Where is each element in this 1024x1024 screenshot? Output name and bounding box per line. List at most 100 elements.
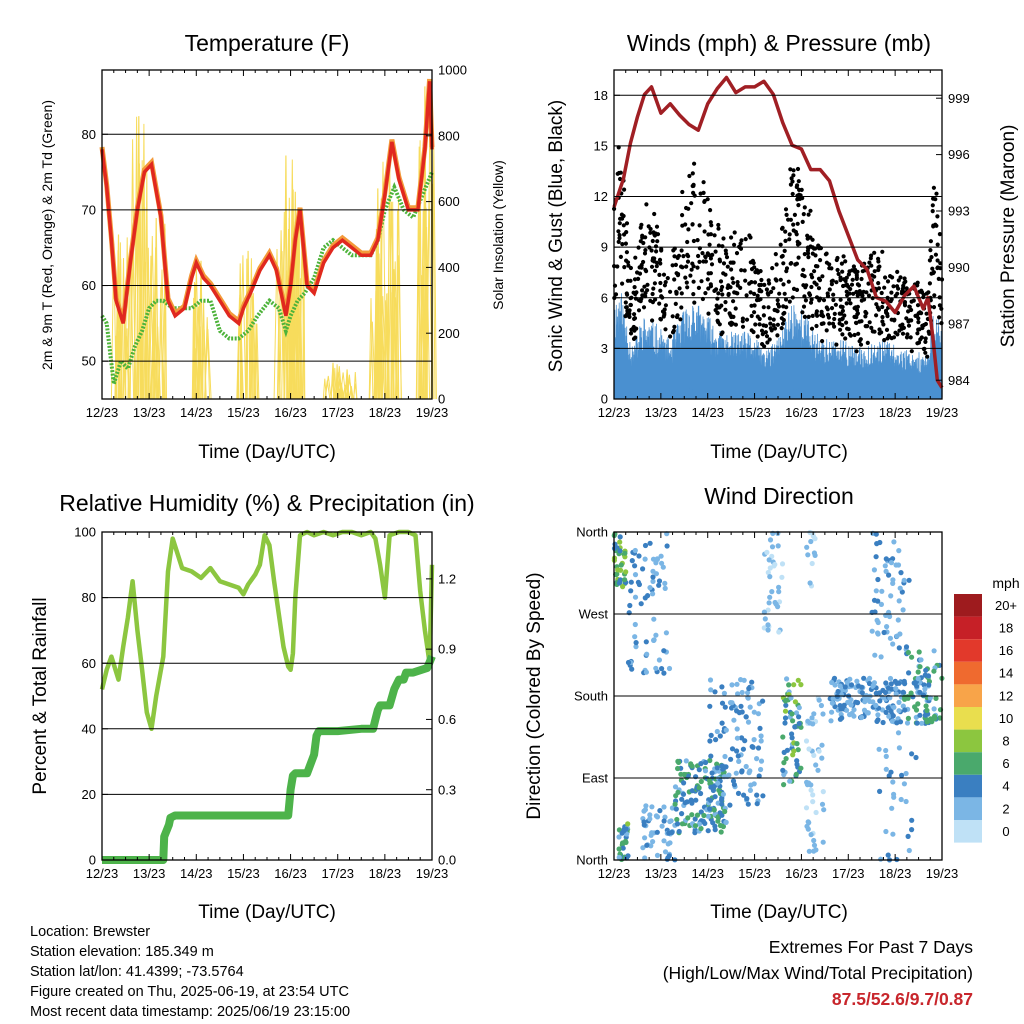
- direction-point: [793, 771, 799, 778]
- direction-point: [853, 699, 859, 705]
- direction-point: [883, 747, 889, 754]
- direction-point: [890, 831, 896, 837]
- y-tick-label: 15: [594, 138, 608, 153]
- y2-tick-label: 0.9: [438, 642, 456, 657]
- direction-point: [897, 631, 903, 637]
- direction-point: [902, 681, 908, 687]
- direction-point: [874, 541, 880, 547]
- direction-point: [622, 838, 629, 844]
- direction-point: [869, 628, 875, 634]
- direction-point: [779, 561, 786, 567]
- legend-swatch: [954, 820, 982, 843]
- temperature-title: Temperature (F): [185, 30, 350, 56]
- x-tick-label: 14/23: [180, 405, 213, 420]
- direction-point: [781, 760, 787, 766]
- direction-point: [647, 585, 653, 591]
- direction-point: [875, 576, 881, 583]
- y-tick-label: North: [576, 853, 608, 868]
- direction-point: [723, 727, 729, 733]
- x-tick-label: 13/23: [645, 405, 678, 420]
- direction-point: [680, 791, 687, 797]
- direction-point: [916, 649, 922, 655]
- direction-point: [647, 540, 653, 546]
- direction-point: [648, 843, 654, 849]
- direction-point: [735, 753, 741, 759]
- direction-point: [715, 818, 721, 824]
- extremes-box: Extremes For Past 7 Days (High/Low/Max W…: [663, 934, 973, 1012]
- direction-point: [689, 788, 695, 794]
- direction-point: [905, 649, 912, 656]
- direction-point: [909, 751, 915, 757]
- solar-trace: [236, 297, 243, 400]
- direction-point: [632, 572, 639, 578]
- direction-point: [650, 839, 656, 845]
- direction-point: [642, 807, 649, 813]
- solar-trace: [192, 283, 199, 400]
- direction-point: [709, 770, 715, 776]
- t2m-line: [100, 81, 434, 327]
- y-tick-label: 80: [82, 590, 96, 605]
- solar-trace: [204, 317, 211, 400]
- winds-title: Winds (mph) & Pressure (mb): [627, 30, 931, 56]
- direction-point: [772, 561, 778, 568]
- winds-panel: Winds (mph) & Pressure (mb) Time (Day/UT…: [546, 30, 1019, 463]
- direction-point: [661, 838, 667, 844]
- legend-swatch: [954, 752, 982, 775]
- legend-label: 10: [999, 711, 1013, 726]
- direction-point: [779, 574, 785, 580]
- winds-xlabel: Time (Day/UTC): [710, 442, 848, 463]
- direction-point: [707, 806, 713, 812]
- direction-point: [765, 622, 771, 628]
- direction-point: [861, 675, 867, 681]
- direction-point: [830, 696, 836, 702]
- direction-point: [681, 780, 687, 786]
- direction-point: [642, 542, 649, 549]
- direction-point: [751, 737, 757, 743]
- direction-point: [926, 682, 932, 688]
- direction-point: [922, 686, 928, 692]
- direction-point: [811, 752, 817, 759]
- direction-point: [931, 668, 937, 674]
- direction-point: [672, 784, 679, 790]
- direction-point: [905, 833, 911, 840]
- direction-point: [683, 758, 689, 764]
- direction-point: [623, 569, 629, 575]
- direction-point: [767, 537, 774, 543]
- direction-point: [873, 690, 879, 696]
- direction-point: [675, 789, 681, 796]
- direction-point: [617, 548, 623, 554]
- solar-peak: [198, 260, 204, 400]
- y-tick-label: 60: [82, 278, 96, 293]
- solar-trace: [368, 298, 374, 400]
- direction-point: [719, 763, 725, 769]
- solar-trace: [388, 201, 395, 400]
- direction-point: [769, 589, 775, 595]
- direction-point: [708, 753, 714, 759]
- direction-point: [632, 594, 639, 600]
- direction-point: [917, 712, 923, 718]
- direction-point: [782, 715, 789, 721]
- legend-label: 20+: [995, 598, 1017, 613]
- direction-point: [705, 813, 711, 819]
- direction-point: [754, 792, 760, 798]
- direction-point: [887, 675, 894, 682]
- x-tick-label: 19/23: [416, 866, 449, 881]
- direction-point: [813, 762, 819, 768]
- direction-point: [854, 678, 860, 684]
- x-tick-label: 12/23: [598, 866, 631, 881]
- direction-point: [650, 568, 656, 574]
- direction-point: [883, 680, 889, 686]
- direction-point: [739, 769, 745, 775]
- direction-point: [896, 548, 902, 554]
- solar-peak: [245, 250, 251, 400]
- direction-point: [885, 852, 891, 858]
- direction-point: [626, 610, 632, 616]
- direction-point: [811, 550, 818, 556]
- direction-point: [896, 598, 902, 604]
- direction-point: [638, 601, 644, 607]
- direction-point: [924, 707, 930, 714]
- direction-point: [765, 627, 771, 633]
- direction-point: [642, 835, 648, 841]
- x-tick-label: 16/23: [274, 405, 307, 420]
- direction-point: [932, 715, 938, 722]
